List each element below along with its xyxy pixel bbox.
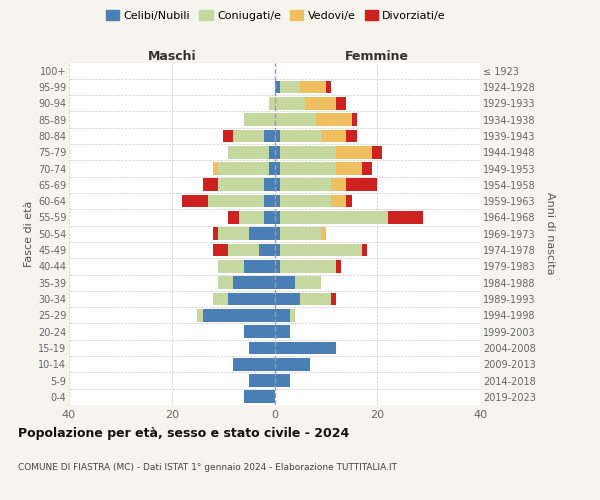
Bar [264,130,275,142]
Bar [244,325,275,338]
Bar [275,276,295,289]
Bar [228,292,275,306]
Bar [264,211,275,224]
Y-axis label: Fasce di età: Fasce di età [23,200,34,267]
Bar [213,162,218,175]
Bar [218,276,233,289]
Bar [233,276,275,289]
Y-axis label: Anni di nascita: Anni di nascita [545,192,555,275]
Bar [275,97,305,110]
Bar [326,80,331,94]
Bar [346,130,356,142]
Bar [213,244,228,256]
Bar [331,292,336,306]
Bar [275,228,280,240]
Bar [336,162,362,175]
Bar [275,325,290,338]
Bar [280,195,331,207]
Bar [239,211,264,224]
Bar [331,195,346,207]
Bar [275,80,280,94]
Bar [182,195,208,207]
Bar [280,228,321,240]
Bar [259,244,275,256]
Bar [388,211,424,224]
Bar [362,162,372,175]
Bar [269,146,275,158]
Bar [275,292,300,306]
Bar [280,244,362,256]
Bar [275,113,316,126]
Bar [208,195,264,207]
Bar [233,130,264,142]
Bar [233,358,275,370]
Bar [280,211,388,224]
Bar [228,244,259,256]
Bar [218,228,249,240]
Bar [295,276,321,289]
Bar [213,292,228,306]
Bar [275,309,290,322]
Bar [290,309,295,322]
Bar [218,260,244,272]
Bar [346,178,377,191]
Bar [336,146,372,158]
Bar [249,374,275,387]
Bar [244,390,275,403]
Bar [249,228,275,240]
Text: Popolazione per età, sesso e stato civile - 2024: Popolazione per età, sesso e stato civil… [18,428,349,440]
Bar [331,178,346,191]
Bar [244,113,275,126]
Bar [300,80,326,94]
Bar [346,195,352,207]
Bar [244,260,275,272]
Bar [280,130,321,142]
Bar [203,178,218,191]
Bar [275,130,280,142]
Bar [197,309,203,322]
Bar [264,195,275,207]
Bar [218,178,264,191]
Bar [321,228,326,240]
Bar [275,244,280,256]
Bar [264,178,275,191]
Bar [275,374,290,387]
Bar [280,260,336,272]
Bar [223,130,233,142]
Bar [305,97,336,110]
Bar [300,292,331,306]
Bar [213,228,218,240]
Bar [352,113,356,126]
Bar [275,260,280,272]
Bar [275,195,280,207]
Bar [280,178,331,191]
Bar [336,260,341,272]
Bar [336,97,346,110]
Bar [275,342,336,354]
Bar [228,146,269,158]
Bar [372,146,382,158]
Bar [228,211,239,224]
Bar [362,244,367,256]
Text: Maschi: Maschi [148,50,196,62]
Bar [249,342,275,354]
Bar [275,162,280,175]
Bar [269,97,275,110]
Bar [275,358,310,370]
Bar [321,130,346,142]
Bar [280,162,336,175]
Bar [280,80,300,94]
Bar [275,178,280,191]
Bar [269,162,275,175]
Bar [316,113,352,126]
Legend: Celibi/Nubili, Coniugati/e, Vedovi/e, Divorziati/e: Celibi/Nubili, Coniugati/e, Vedovi/e, Di… [104,8,448,24]
Bar [203,309,275,322]
Bar [280,146,336,158]
Text: COMUNE DI FIASTRA (MC) - Dati ISTAT 1° gennaio 2024 - Elaborazione TUTTITALIA.IT: COMUNE DI FIASTRA (MC) - Dati ISTAT 1° g… [18,462,397,471]
Bar [275,211,280,224]
Bar [275,146,280,158]
Text: Femmine: Femmine [345,50,409,62]
Bar [218,162,269,175]
